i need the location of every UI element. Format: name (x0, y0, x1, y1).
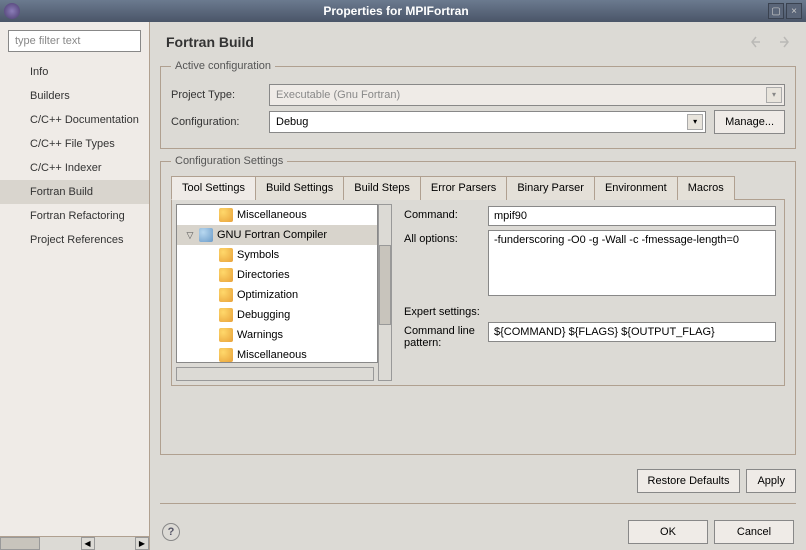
tree-item-label: Miscellaneous (237, 349, 307, 361)
expert-settings-label: Expert settings: (404, 306, 480, 318)
page-title: Fortran Build (166, 34, 746, 50)
tree-item-label: Directories (237, 269, 290, 281)
dialog-button-bar: ? OK Cancel (150, 514, 806, 550)
category-item[interactable]: Fortran Build (0, 180, 149, 204)
forward-icon[interactable] (772, 35, 790, 49)
category-sidebar: InfoBuildersC/C++ DocumentationC/C++ Fil… (0, 22, 150, 550)
close-button[interactable]: × (786, 3, 802, 19)
category-item[interactable]: Builders (0, 84, 149, 108)
category-item[interactable]: Project References (0, 228, 149, 252)
tree-item-label: Symbols (237, 249, 279, 261)
chevron-down-icon[interactable]: ▾ (687, 114, 703, 130)
settings-tabs: Tool SettingsBuild SettingsBuild StepsEr… (171, 175, 785, 200)
apply-button[interactable]: Apply (746, 469, 796, 493)
active-config-group: Active configuration Project Type: Execu… (160, 60, 796, 149)
category-item[interactable]: Fortran Refactoring (0, 204, 149, 228)
category-item[interactable]: Info (0, 60, 149, 84)
folder-icon (219, 308, 233, 322)
sidebar-scrollbar[interactable]: ◀ ▶ (0, 536, 149, 550)
command-label: Command: (404, 206, 482, 221)
tab-error-parsers[interactable]: Error Parsers (420, 176, 507, 200)
category-item[interactable]: C/C++ Indexer (0, 156, 149, 180)
tab-build-steps[interactable]: Build Steps (343, 176, 421, 200)
category-item[interactable]: C/C++ Documentation (0, 108, 149, 132)
expander-icon[interactable]: ▽ (185, 230, 195, 241)
cancel-button[interactable]: Cancel (714, 520, 794, 544)
project-type-value: Executable (Gnu Fortran) (276, 89, 400, 101)
category-list: InfoBuildersC/C++ DocumentationC/C++ Fil… (0, 60, 149, 536)
tree-item[interactable]: ▽ GNU Fortran Compiler (177, 225, 377, 245)
category-item[interactable]: C/C++ File Types (0, 132, 149, 156)
configuration-label: Configuration: (171, 116, 261, 128)
folder-icon (219, 288, 233, 302)
page-header: Fortran Build (150, 22, 806, 60)
manage-button[interactable]: Manage... (714, 110, 785, 134)
configuration-combo[interactable]: Debug ▾ (269, 111, 706, 133)
tree-item[interactable]: Directories (177, 265, 377, 285)
config-settings-group: Configuration Settings Tool SettingsBuil… (160, 155, 796, 455)
titlebar: Properties for MPIFortran ▢ × (0, 0, 806, 22)
tree-item[interactable]: Symbols (177, 245, 377, 265)
tool-icon (199, 228, 213, 242)
tree-item[interactable]: Miscellaneous (177, 345, 377, 363)
tab-macros[interactable]: Macros (677, 176, 735, 200)
tool-tree[interactable]: Miscellaneous ▽ GNU Fortran Compiler Symbol… (176, 204, 378, 363)
tab-environment[interactable]: Environment (594, 176, 678, 200)
folder-icon (219, 208, 233, 222)
tree-item[interactable]: Debugging (177, 305, 377, 325)
tab-build-settings[interactable]: Build Settings (255, 176, 344, 200)
pattern-label: Command line pattern: (404, 322, 482, 349)
folder-icon (219, 328, 233, 342)
pattern-input[interactable] (488, 322, 776, 342)
all-options-label: All options: (404, 230, 482, 245)
all-options-textarea[interactable]: -funderscoring -O0 -g -Wall -c -fmessage… (488, 230, 776, 296)
filter-input[interactable] (8, 30, 141, 52)
tree-item[interactable]: Optimization (177, 285, 377, 305)
tree-item[interactable]: Miscellaneous (177, 205, 377, 225)
tree-h-scrollbar[interactable] (176, 367, 374, 381)
tree-item-label: Optimization (237, 289, 298, 301)
maximize-button[interactable]: ▢ (768, 3, 784, 19)
chevron-down-icon: ▾ (766, 87, 782, 103)
tree-item[interactable]: Warnings (177, 325, 377, 345)
tree-item-label: Miscellaneous (237, 209, 307, 221)
project-type-label: Project Type: (171, 89, 261, 101)
restore-defaults-button[interactable]: Restore Defaults (637, 469, 741, 493)
ok-button[interactable]: OK (628, 520, 708, 544)
tree-v-scrollbar[interactable] (378, 204, 392, 381)
back-icon[interactable] (750, 35, 768, 49)
folder-icon (219, 268, 233, 282)
tree-item-label: GNU Fortran Compiler (217, 229, 327, 241)
help-icon[interactable]: ? (162, 523, 180, 541)
config-settings-legend: Configuration Settings (171, 155, 287, 167)
tree-item-label: Warnings (237, 329, 283, 341)
window-title: Properties for MPIFortran (26, 4, 766, 18)
active-config-legend: Active configuration (171, 60, 275, 72)
folder-icon (219, 348, 233, 362)
tab-binary-parser[interactable]: Binary Parser (506, 176, 595, 200)
tab-tool-settings[interactable]: Tool Settings (171, 176, 256, 200)
divider (160, 503, 796, 504)
project-type-combo: Executable (Gnu Fortran) ▾ (269, 84, 785, 106)
command-input[interactable] (488, 206, 776, 226)
app-icon (4, 3, 20, 19)
tree-item-label: Debugging (237, 309, 290, 321)
folder-icon (219, 248, 233, 262)
configuration-value: Debug (276, 116, 308, 128)
